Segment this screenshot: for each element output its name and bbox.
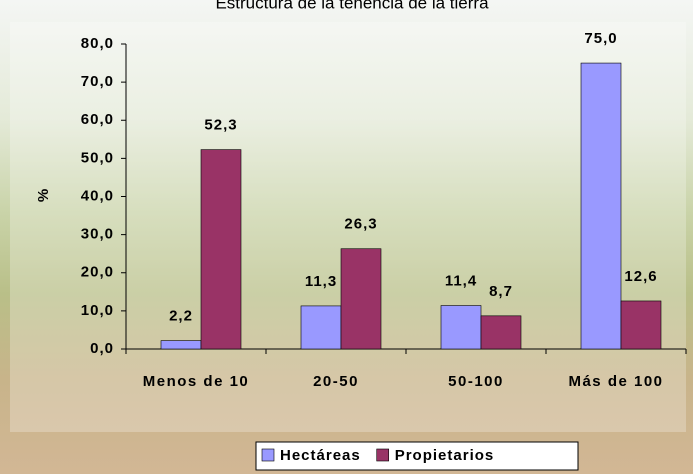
value-label: 8,7 [489,283,513,300]
chart: Estructura de la tenencia de la tierra %… [0,0,693,474]
x-tick-label: Menos de 10 [141,371,251,393]
value-label: 75,0 [584,30,617,47]
y-tick-label: 0,0 [90,340,114,357]
value-label: 52,3 [204,117,237,134]
value-label: 12,6 [624,268,657,285]
x-tick-label: 20-50 [271,371,401,393]
value-label: 2,2 [169,308,193,325]
legend-swatch [377,449,389,461]
bar [301,306,341,349]
bar [341,249,381,349]
y-tick-label: 20,0 [81,264,114,281]
chart-title: Estructura de la tenencia de la tierra [215,0,489,12]
y-tick-label: 80,0 [81,35,114,52]
value-label: 26,3 [344,216,377,233]
bar [621,301,661,349]
legend-label: Propietarios [395,447,495,464]
x-tick-label: 50-100 [411,371,541,393]
page: Estructura de la tenencia de la tierra %… [0,0,693,474]
y-tick-label: 70,0 [81,73,114,90]
value-label: 11,4 [445,273,477,290]
y-tick-label: 60,0 [81,111,114,128]
x-tick-label: Más de 100 [551,371,681,393]
bar [481,316,521,349]
value-label: 11,3 [305,273,337,290]
y-tick-label: 10,0 [81,302,114,319]
bar [161,341,201,349]
y-axis-title: % [35,188,52,202]
y-tick-label: 50,0 [81,149,114,166]
bar [581,63,621,349]
y-tick-label: 30,0 [81,226,114,243]
legend-swatch [262,449,274,461]
bar [201,150,241,349]
y-tick-label: 40,0 [81,187,114,204]
bar [441,306,481,349]
legend-label: Hectáreas [280,447,361,464]
